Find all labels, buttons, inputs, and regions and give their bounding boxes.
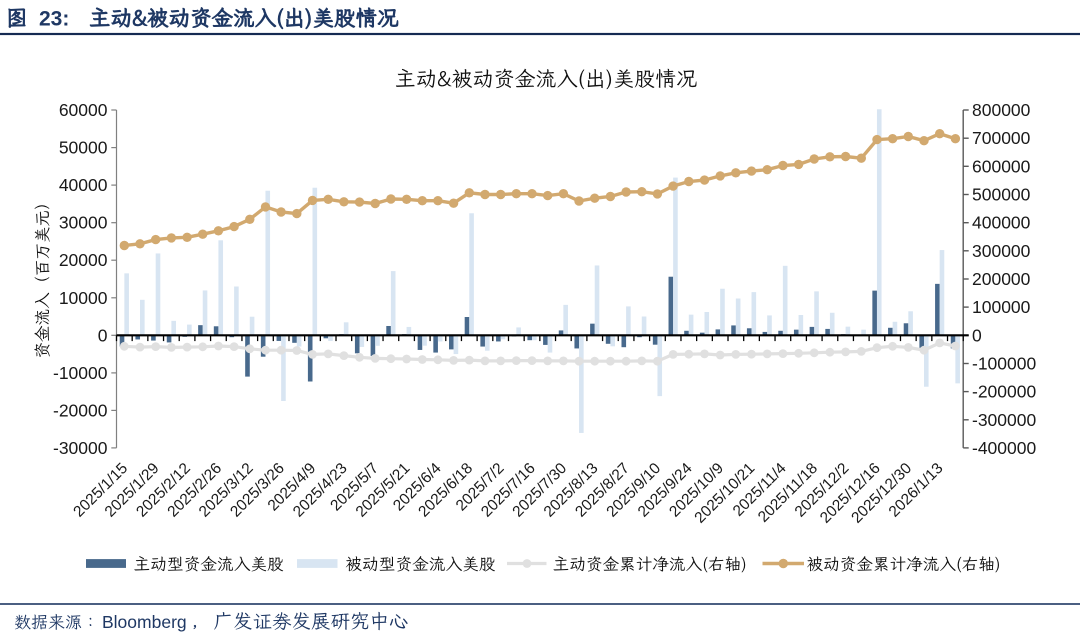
svg-text:-100000: -100000	[972, 354, 1036, 374]
svg-text:60000: 60000	[59, 100, 108, 120]
svg-text:300000: 300000	[972, 241, 1031, 261]
svg-text:10000: 10000	[59, 288, 108, 308]
svg-text:-20000: -20000	[53, 400, 108, 420]
svg-text:-300000: -300000	[972, 410, 1036, 430]
svg-text:-30000: -30000	[53, 438, 108, 458]
svg-text:23:: 23:	[39, 7, 69, 30]
svg-text:100000: 100000	[972, 297, 1031, 317]
svg-text:0: 0	[972, 325, 982, 345]
svg-text:Bloomberg: Bloomberg	[102, 612, 187, 632]
svg-text:200000: 200000	[972, 269, 1031, 289]
svg-text:700000: 700000	[972, 128, 1031, 148]
svg-text:30000: 30000	[59, 213, 108, 233]
svg-text:0: 0	[98, 325, 108, 345]
svg-text:20000: 20000	[59, 250, 108, 270]
svg-text:-400000: -400000	[972, 438, 1036, 458]
svg-text:40000: 40000	[59, 175, 108, 195]
svg-text:-200000: -200000	[972, 382, 1036, 402]
svg-text:-10000: -10000	[53, 363, 108, 383]
svg-text:500000: 500000	[972, 185, 1031, 205]
svg-text:600000: 600000	[972, 156, 1031, 176]
svg-text:50000: 50000	[59, 138, 108, 158]
svg-text:800000: 800000	[972, 100, 1031, 120]
svg-text:400000: 400000	[972, 213, 1031, 233]
